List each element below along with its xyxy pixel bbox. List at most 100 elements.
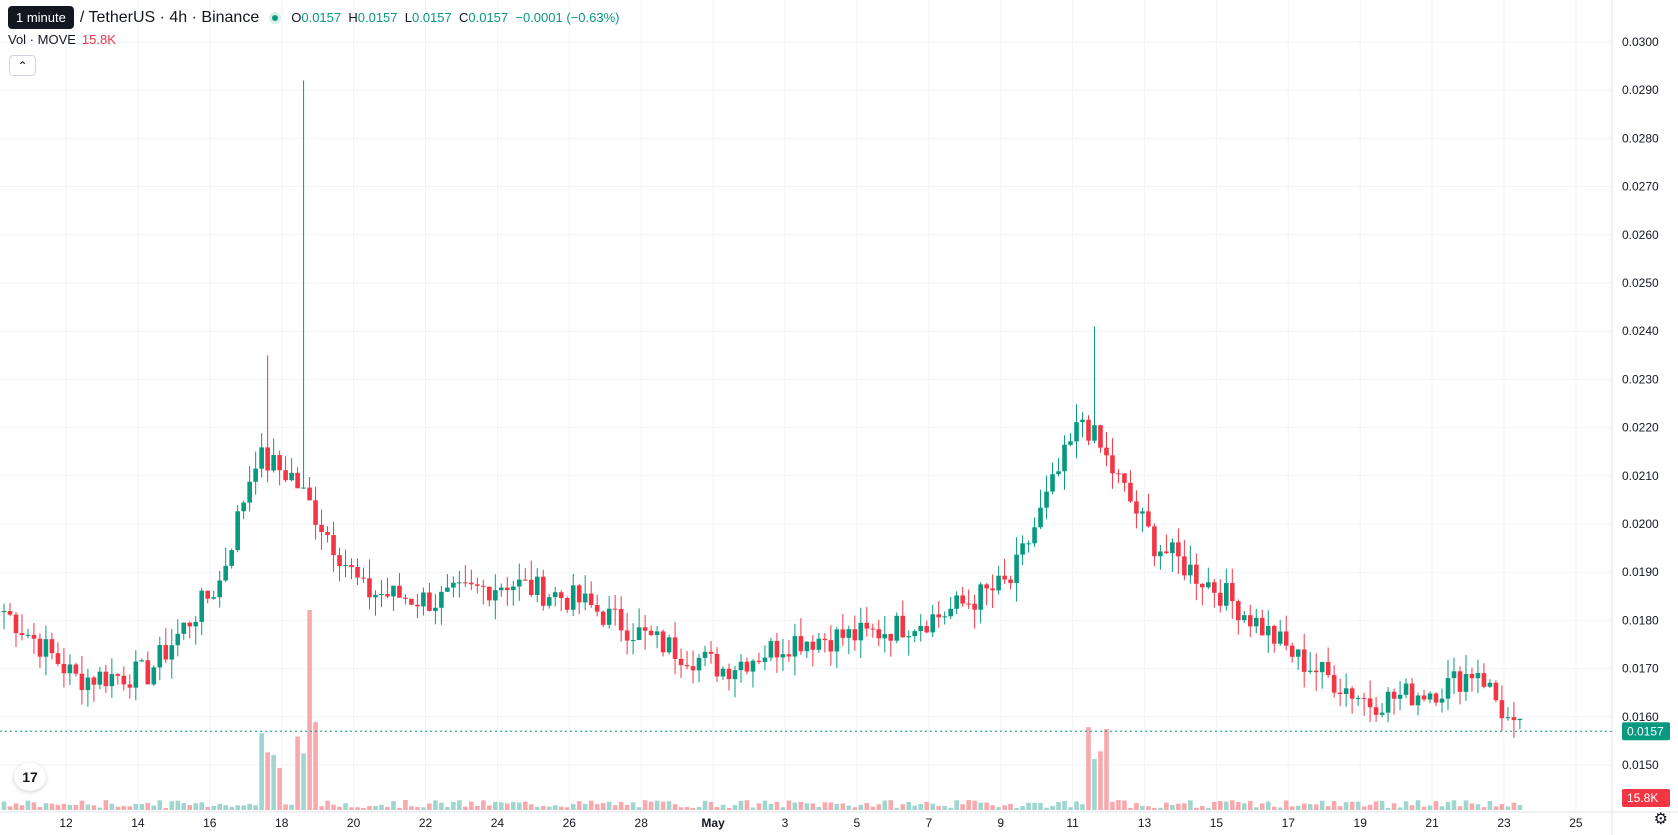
volume-bar [564, 807, 570, 810]
candle-body [1074, 422, 1079, 442]
price-tick: 0.0170 [1622, 662, 1659, 676]
volume-bar [451, 801, 456, 810]
collapse-legend-button[interactable]: ⌃ [9, 55, 36, 76]
candle-body [684, 665, 690, 667]
candle-body [385, 594, 390, 597]
volume-bar [289, 804, 294, 810]
volume-bar [546, 806, 552, 810]
volume-bar [1014, 807, 1019, 810]
candle-body [594, 605, 600, 612]
volume-bar [930, 803, 936, 810]
candle-body [1044, 491, 1049, 508]
volume-bar [1158, 807, 1163, 810]
price-tick: 0.0220 [1622, 421, 1659, 435]
volume-bar [163, 807, 169, 810]
candle-body [121, 675, 127, 685]
volume-bar [576, 801, 582, 810]
volume-bar [1050, 805, 1055, 810]
candle-body [325, 531, 330, 536]
volume-bar [379, 804, 384, 810]
time-tick: 17 [1282, 816, 1296, 830]
candle-body [864, 622, 870, 629]
volume-bar [1487, 800, 1493, 810]
candle-body [1170, 542, 1175, 554]
volume-bar [780, 807, 786, 810]
candle-body [612, 608, 618, 610]
candle-body [451, 582, 456, 588]
symbol-title[interactable]: / TetherUS · 4h · Binance [79, 8, 260, 26]
price-axis[interactable]: 0.0150 0.0160 0.0170 0.0180 0.0190 0.0200 0.02… [1622, 35, 1659, 772]
volume-bar [19, 805, 25, 810]
volume-bar [672, 804, 678, 810]
volume-bar [1128, 807, 1133, 810]
volume-bar [708, 801, 714, 810]
candle-body [1265, 625, 1271, 636]
candle-body [457, 582, 462, 584]
symbol-legend: 1 minute / TetherUS · 4h · Binance O0.01… [8, 6, 619, 29]
candle-body [1295, 649, 1301, 657]
volume-bar [463, 806, 468, 810]
volume-bar [1218, 800, 1223, 810]
time-tick: 11 [1066, 816, 1079, 830]
volume-bar [624, 804, 630, 810]
volume-bar [1188, 800, 1193, 810]
volume-bar [678, 807, 684, 810]
time-tick: 20 [347, 816, 361, 830]
volume-bar [355, 807, 360, 810]
candle-body [151, 667, 157, 685]
volume-bar [1170, 805, 1175, 810]
price-tick: 0.0190 [1622, 565, 1659, 579]
volume-bar [1092, 759, 1097, 810]
price-tick: 0.0160 [1622, 710, 1659, 724]
volume-bar [373, 806, 378, 810]
volume-bar [1277, 807, 1283, 810]
candle-body [13, 614, 19, 634]
volume-bar [1146, 806, 1151, 810]
volume-bar [307, 610, 312, 810]
gear-icon[interactable]: ⚙ [1653, 811, 1668, 828]
candle-body [588, 593, 594, 606]
time-tick: 12 [59, 816, 73, 830]
volume-bar [1433, 801, 1439, 810]
candle-body [493, 590, 498, 601]
candle-body [804, 641, 810, 652]
candle-body [564, 598, 570, 610]
candle-body [349, 565, 354, 567]
volume-bar [1182, 803, 1187, 810]
candle-body [1229, 583, 1235, 602]
market-status-icon[interactable] [269, 11, 282, 24]
price-tick: 0.0240 [1622, 324, 1659, 338]
volume-bar [385, 806, 390, 810]
volume-bar [594, 804, 600, 810]
chevron-up-icon: ⌃ [17, 58, 28, 73]
volume-bar [421, 807, 426, 810]
volume-bar [588, 800, 594, 810]
volume-bar [996, 807, 1001, 810]
volume-bar [750, 807, 756, 810]
candle-body [1475, 673, 1481, 679]
candle-body [301, 487, 306, 489]
candle-body [840, 629, 846, 638]
time-tick: 3 [782, 816, 789, 830]
candle-body [942, 616, 947, 618]
candle-body [1164, 551, 1169, 554]
time-axis[interactable]: 12 14 16 18 20 22 24 26 28 May 3 5 7 9 11 13 15 17 19 21 23 2… [59, 816, 1583, 830]
volume-bar [1271, 806, 1277, 810]
volume-bar [1337, 806, 1343, 810]
volume-bar [858, 804, 864, 810]
tradingview-logo-icon[interactable]: 17 [14, 763, 46, 791]
candle-body [367, 578, 372, 598]
volume-bar [1511, 802, 1517, 810]
volume-bar [97, 807, 103, 810]
candle-body [139, 660, 145, 662]
candle-body [97, 671, 103, 685]
volume-bar [493, 801, 498, 810]
candle-body [241, 502, 246, 512]
volume-bar [552, 805, 558, 810]
volume-bar [792, 802, 798, 810]
volume-bar [954, 800, 959, 810]
candle-body [373, 594, 378, 598]
candle-body [978, 584, 983, 610]
